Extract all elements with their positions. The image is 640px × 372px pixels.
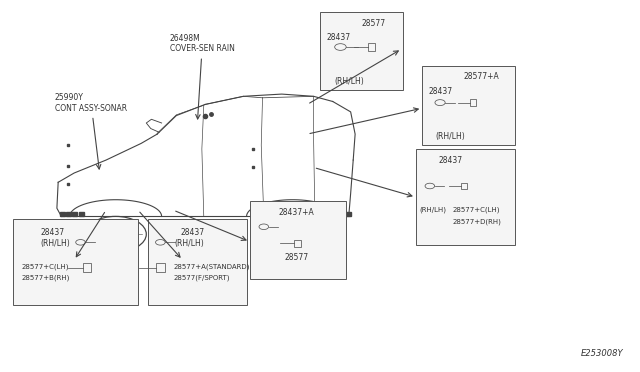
Text: 25990Y
CONT ASSY-SONAR: 25990Y CONT ASSY-SONAR xyxy=(55,93,127,169)
Text: 28577+C(LH): 28577+C(LH) xyxy=(21,263,68,270)
Text: 28577+D(RH): 28577+D(RH) xyxy=(453,219,502,225)
Bar xyxy=(79,212,84,216)
Bar xyxy=(250,201,346,279)
Bar xyxy=(470,99,476,106)
Bar xyxy=(148,219,246,305)
Bar xyxy=(340,212,346,216)
Bar xyxy=(60,212,65,216)
Text: (RH/LH): (RH/LH) xyxy=(40,238,70,248)
Text: 28577+A: 28577+A xyxy=(464,72,499,81)
Bar xyxy=(72,212,77,216)
Text: 28437: 28437 xyxy=(438,156,462,165)
Text: 28437: 28437 xyxy=(429,87,452,96)
Bar xyxy=(422,65,515,145)
Text: 28437: 28437 xyxy=(180,228,205,237)
Bar xyxy=(334,212,339,216)
Text: 28577+C(LH): 28577+C(LH) xyxy=(453,206,500,213)
Bar xyxy=(66,212,71,216)
Text: 28577+A(STANDARD): 28577+A(STANDARD) xyxy=(173,263,250,270)
Text: 28577(F/SPORT): 28577(F/SPORT) xyxy=(173,274,230,281)
Text: 28577: 28577 xyxy=(285,253,309,262)
Text: 26498M
COVER-SEN RAIN: 26498M COVER-SEN RAIN xyxy=(170,34,235,119)
Bar xyxy=(13,219,138,305)
Text: 28437+A: 28437+A xyxy=(278,208,314,217)
Bar xyxy=(416,149,515,245)
Bar xyxy=(346,212,351,216)
Bar xyxy=(320,12,403,90)
Bar xyxy=(328,212,333,216)
Bar xyxy=(367,44,374,51)
Bar xyxy=(83,263,91,272)
Text: 28577+B(RH): 28577+B(RH) xyxy=(21,274,70,281)
Text: 28437: 28437 xyxy=(40,228,65,237)
Text: (RH/LH): (RH/LH) xyxy=(334,77,364,86)
Bar xyxy=(156,263,164,272)
Text: 28437: 28437 xyxy=(326,33,351,42)
Text: (RH/LH): (RH/LH) xyxy=(174,238,204,248)
Text: 28577: 28577 xyxy=(362,19,386,28)
Text: (RH/LH): (RH/LH) xyxy=(435,132,465,141)
Text: (RH/LH): (RH/LH) xyxy=(419,206,446,213)
Text: E253008Y: E253008Y xyxy=(580,349,623,358)
Bar xyxy=(461,183,467,189)
Bar xyxy=(294,240,301,247)
